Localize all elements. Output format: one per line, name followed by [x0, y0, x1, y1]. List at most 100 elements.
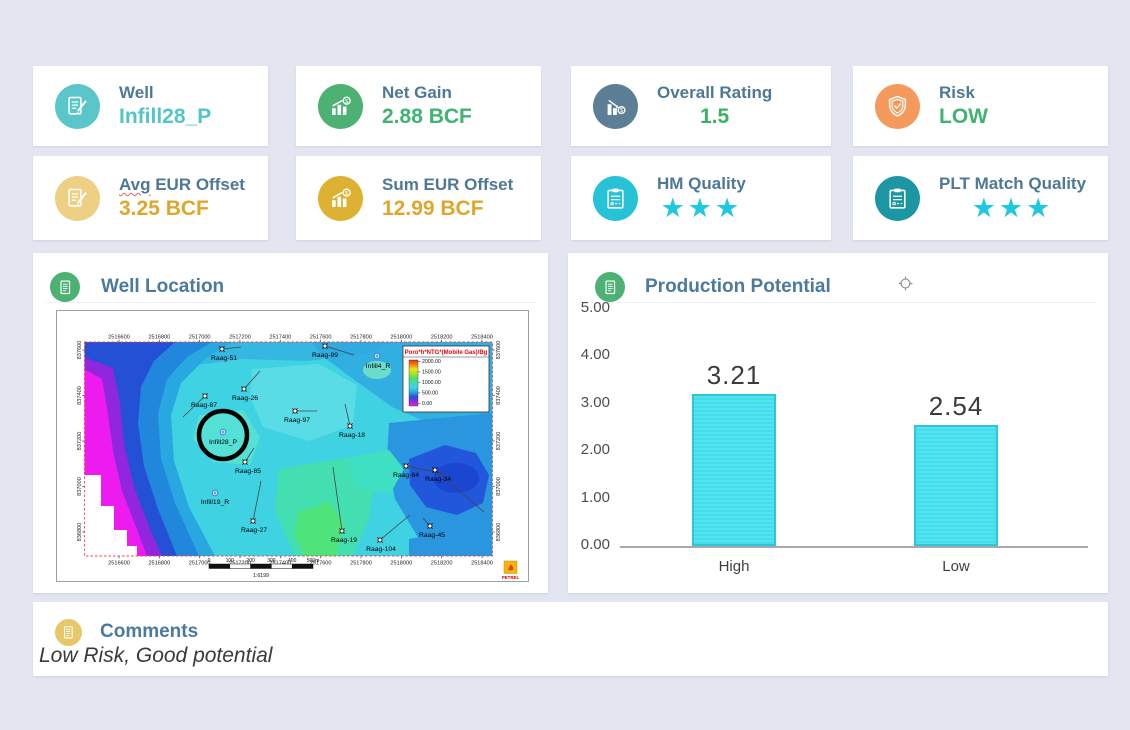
- well-marker-Raag-27[interactable]: [249, 518, 257, 524]
- chart-x-axis: [620, 546, 1088, 548]
- chart-y-tick: 2.00: [580, 441, 610, 458]
- card-hm-quality: HM Quality ★★★: [571, 156, 831, 240]
- document-icon: [50, 272, 80, 302]
- well-label: Raag-97: [284, 417, 310, 424]
- well-marker-Raag-34[interactable]: [431, 466, 439, 474]
- chart-y-tick: 4.00: [580, 346, 610, 363]
- legend-tick-label: 2000.00: [422, 359, 441, 365]
- card-net-gain: Net Gain 2.88 BCF: [296, 66, 541, 146]
- well-label: Raag-104: [366, 546, 396, 553]
- card-value: 1.5: [700, 104, 730, 128]
- well-path: [182, 395, 206, 418]
- production-potential-panel: Production Potential 5.00 4.00 3.00 2.00 1.0…: [568, 253, 1108, 593]
- bar-high[interactable]: [692, 393, 776, 546]
- card-label: PLT Match Quality: [939, 174, 1087, 194]
- x-tick-label: 2517600: [310, 561, 332, 567]
- well-path: [252, 480, 262, 522]
- comments-panel: Comments Low Risk, Good potential: [33, 602, 1108, 676]
- x-tick-label: 2517000: [189, 334, 211, 340]
- x-tick-label: 2518400: [471, 334, 493, 340]
- well-label: Infill28_P: [209, 439, 237, 446]
- y-tick-label: 837200: [77, 432, 83, 451]
- well-marker-Raag-99[interactable]: [321, 342, 329, 350]
- y-tick-label: 837600: [496, 341, 502, 360]
- x-tick-label: 2518000: [390, 334, 412, 340]
- card-label: Overall Rating: [657, 83, 773, 103]
- well-marker-Raag-104[interactable]: [376, 537, 384, 543]
- well-path: [221, 346, 242, 350]
- x-tick-label: 2517400: [269, 561, 291, 567]
- well-label: Raag-87: [191, 402, 217, 409]
- x-tick-label: 2517600: [310, 334, 332, 340]
- document-icon: [595, 272, 625, 302]
- legend-title: Poro*h*NTG*(Mobile Gas)/Bg: [405, 350, 488, 356]
- divider: [45, 302, 536, 303]
- clipboard-icon: [593, 175, 638, 221]
- well-label: Infill4_R: [366, 363, 391, 370]
- y-tick-label: 836800: [496, 523, 502, 542]
- star-rating: ★★★: [971, 192, 1054, 223]
- well-marker-Raag-87[interactable]: [201, 392, 209, 400]
- y-tick-label: 837000: [77, 477, 83, 496]
- well-marker-Infill28_P[interactable]: [219, 428, 227, 436]
- star-rating: ★★★: [660, 192, 743, 223]
- card-sum-eur-offset: Sum EUR Offset 12.99 BCF: [296, 156, 541, 240]
- well-label: Raag-85: [235, 468, 261, 475]
- card-plt-match-quality: PLT Match Quality ★★★: [853, 156, 1108, 240]
- shield-check-icon: [875, 83, 920, 129]
- well-path: [324, 345, 355, 356]
- well-path: [244, 447, 255, 463]
- scale-label: 100: [226, 558, 235, 564]
- well-marker-Raag-85[interactable]: [241, 458, 249, 466]
- x-tick-label: 2518400: [471, 561, 493, 567]
- well-path: [344, 403, 351, 427]
- bars-coin-icon: [318, 175, 363, 221]
- comments-title: Comments: [100, 621, 199, 642]
- well-marker-Raag-84[interactable]: [402, 462, 410, 470]
- bar-low[interactable]: [914, 425, 998, 546]
- scale-label: 200: [246, 558, 255, 564]
- bar-value-label: 2.54: [928, 391, 984, 422]
- petrel-label: PETREL: [502, 575, 520, 580]
- well-marker-Raag-97[interactable]: [291, 407, 299, 415]
- well-label: Raag-26: [232, 395, 258, 402]
- well-marker-Infill4_R[interactable]: [373, 352, 381, 360]
- x-tick-label: 2518200: [431, 561, 453, 567]
- bars-down-icon: [593, 83, 638, 129]
- card-label: Net Gain: [382, 83, 452, 103]
- well-label: Raag-51: [211, 355, 237, 362]
- x-tick-label: 2517800: [350, 561, 372, 567]
- well-marker-Raag-18[interactable]: [346, 422, 354, 430]
- map-legend: Poro*h*NTG*(Mobile Gas)/Bg 2000.00 1500.00…: [402, 345, 490, 413]
- map-boundary: [84, 341, 493, 557]
- well-location-map[interactable]: 2516600 2516600 2516800 2516800 2517000 25170…: [56, 310, 529, 582]
- x-tick-label: 2516800: [148, 334, 170, 340]
- chart-y-tick: 1.00: [580, 488, 610, 506]
- scale-label: 300: [267, 558, 276, 564]
- scale-label: 500m: [307, 558, 320, 564]
- card-label: HM Quality: [657, 174, 746, 194]
- production-header: Production Potential: [568, 263, 1108, 311]
- x-tick-label: 2518200: [431, 334, 453, 340]
- well-marker-Raag-45[interactable]: [426, 523, 434, 529]
- production-title: Production Potential: [645, 276, 831, 297]
- well-location-title: Well Location: [101, 276, 225, 297]
- well-marker-Raag-19[interactable]: [338, 528, 346, 534]
- well-label: Raag-84: [393, 472, 419, 479]
- well-marker-Raag-51[interactable]: [218, 345, 226, 353]
- y-tick-label: 837200: [496, 432, 502, 451]
- legend-tick-label: 500.00: [422, 391, 438, 397]
- legend-tick-label: 0.00: [422, 401, 432, 407]
- well-marker-Raag-26[interactable]: [240, 385, 248, 393]
- well-path: [379, 514, 411, 541]
- well-marker-Infill19_R[interactable]: [211, 489, 219, 497]
- card-label: Avg EUR Offset: [119, 175, 245, 195]
- card-label: Well: [119, 83, 154, 103]
- well-label: Infill19_R: [201, 499, 229, 506]
- comments-header: Comments: [33, 608, 1108, 656]
- well-label: Raag-18: [339, 432, 365, 439]
- contour-map[interactable]: 2516600 2516600 2516800 2516800 2517000 25170…: [57, 311, 528, 581]
- clipboard-icon: [875, 175, 920, 221]
- selected-well-circle: [196, 408, 250, 462]
